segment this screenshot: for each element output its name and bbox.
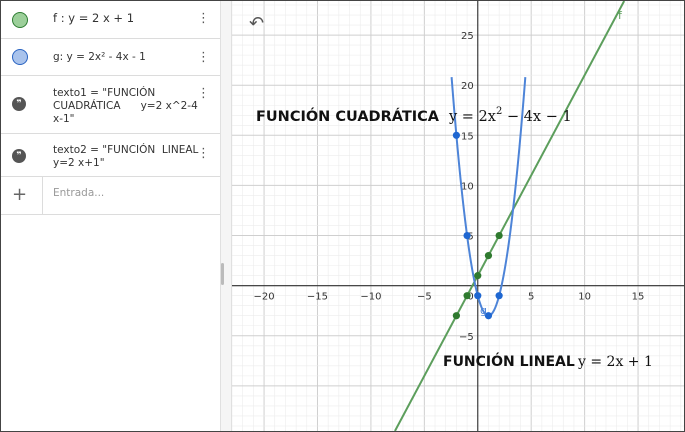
x-tick-label: 5 bbox=[528, 292, 534, 303]
visibility-toggle-g[interactable] bbox=[12, 49, 28, 65]
input-bar[interactable]: + Entrada... bbox=[1, 176, 220, 215]
x-tick-label: −5 bbox=[417, 292, 432, 303]
point-f[interactable] bbox=[463, 292, 471, 300]
drag-handle[interactable] bbox=[221, 263, 224, 285]
point-g[interactable] bbox=[495, 292, 503, 300]
expression-line: texto2 = "FUNCIÓN LINEAL bbox=[53, 144, 199, 156]
input-separator bbox=[42, 176, 43, 214]
points bbox=[452, 131, 503, 320]
point-f[interactable] bbox=[452, 312, 460, 320]
point-f[interactable] bbox=[484, 251, 493, 260]
expression-texto2[interactable]: texto2 = "FUNCIÓN LINEAL y=2 x+1" bbox=[53, 144, 198, 170]
x-tick-label: −10 bbox=[360, 292, 381, 303]
undo-button[interactable]: ↶ bbox=[246, 9, 268, 34]
point-f[interactable] bbox=[474, 272, 482, 280]
text-object-icon[interactable]: ❞ bbox=[12, 149, 26, 163]
text2-title[interactable]: FUNCIÓN LINEAL bbox=[443, 352, 575, 370]
more-menu-icon[interactable]: ⋮ bbox=[197, 86, 210, 101]
point-g[interactable] bbox=[474, 292, 482, 300]
text1-title[interactable]: FUNCIÓN CUADRÁTICA bbox=[256, 107, 440, 125]
algebra-item-g[interactable]: g: y = 2x² - 4x - 1 ⋮ bbox=[1, 38, 220, 76]
curve-label-f: f bbox=[618, 9, 623, 22]
y-tick-label: 15 bbox=[461, 131, 474, 142]
add-icon[interactable]: + bbox=[12, 184, 28, 205]
panel-divider[interactable] bbox=[220, 1, 232, 431]
origin-label: 0 bbox=[467, 292, 473, 303]
expression-texto1[interactable]: texto1 = "FUNCIÓN CUADRÁTICA y=2 x^2-4 x… bbox=[53, 87, 198, 126]
algebra-item-texto1[interactable]: ❞ texto1 = "FUNCIÓN CUADRÁTICA y=2 x^2-4… bbox=[1, 75, 220, 134]
algebra-item-f[interactable]: f : y = 2 x + 1 ⋮ bbox=[1, 1, 220, 39]
point-g[interactable] bbox=[463, 231, 471, 240]
algebra-item-texto2[interactable]: ❞ texto2 = "FUNCIÓN LINEAL y=2 x+1" ⋮ bbox=[1, 133, 220, 177]
line-f[interactable] bbox=[394, 1, 626, 431]
x-tick-label: −20 bbox=[254, 292, 275, 303]
x-tick-label: 10 bbox=[578, 292, 591, 303]
text1-equation[interactable]: y = 2x2 − 4x − 1 bbox=[448, 106, 572, 125]
expression-g[interactable]: g: y = 2x² - 4x - 1 bbox=[53, 51, 146, 63]
point-f[interactable] bbox=[495, 231, 503, 240]
graphics-view[interactable]: −20−15−10−55101520252015105−50 f g FUNCI… bbox=[232, 1, 684, 431]
point-g[interactable] bbox=[452, 131, 460, 139]
more-menu-icon[interactable]: ⋮ bbox=[197, 50, 210, 65]
visibility-toggle-f[interactable] bbox=[12, 12, 28, 28]
expression-line: CUADRÁTICA y=2 x^2-4 bbox=[53, 100, 198, 112]
axes bbox=[232, 1, 684, 431]
expression-line: texto1 = "FUNCIÓN bbox=[53, 87, 156, 99]
algebra-view: f : y = 2 x + 1 ⋮ g: y = 2x² - 4x - 1 ⋮ … bbox=[1, 1, 220, 431]
tick-labels: −20−15−10−55101520252015105−50 bbox=[254, 31, 645, 343]
point-g[interactable] bbox=[484, 312, 493, 320]
undo-icon[interactable]: ↶ bbox=[249, 13, 264, 34]
expression-line: x-1" bbox=[53, 113, 75, 125]
input-placeholder[interactable]: Entrada... bbox=[53, 187, 105, 199]
y-tick-label: 5 bbox=[467, 232, 473, 243]
x-tick-label: −15 bbox=[307, 292, 328, 303]
expression-line: y=2 x+1" bbox=[53, 157, 105, 169]
y-tick-label: −5 bbox=[459, 332, 474, 343]
y-tick-label: 20 bbox=[461, 81, 474, 92]
text-object-icon[interactable]: ❞ bbox=[12, 97, 26, 111]
text2-equation[interactable]: y = 2x + 1 bbox=[577, 354, 653, 370]
y-tick-label: 25 bbox=[461, 31, 474, 42]
expression-f[interactable]: f : y = 2 x + 1 bbox=[53, 11, 135, 25]
x-tick-label: 15 bbox=[632, 292, 645, 303]
y-tick-label: 10 bbox=[461, 181, 474, 192]
curve-label-g: g bbox=[480, 304, 487, 317]
more-menu-icon[interactable]: ⋮ bbox=[197, 11, 210, 26]
more-menu-icon[interactable]: ⋮ bbox=[197, 146, 210, 161]
